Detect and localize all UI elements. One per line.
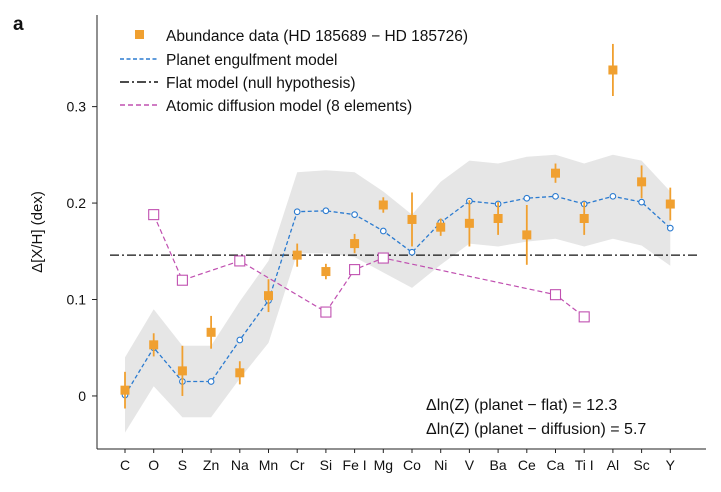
planet-model-point	[236, 336, 244, 344]
legend: Abundance data (HD 185689 − HD 185726) P…	[120, 28, 468, 115]
diffusion-model-point	[320, 306, 332, 318]
planet-model-point	[609, 192, 617, 200]
abundance-data-point	[637, 177, 647, 187]
abundance-data-point	[522, 230, 532, 240]
abundance-data-layer	[120, 43, 675, 409]
planet-model-point	[379, 227, 387, 235]
abundance-data-point	[407, 214, 417, 224]
abundance-data-point	[235, 368, 245, 378]
x-tick-label: Y	[666, 457, 676, 473]
x-tick-label: Na	[231, 457, 249, 473]
legend-label-diffusion: Atomic diffusion model (8 elements)	[166, 98, 412, 115]
x-tick-label: Fe I	[343, 457, 367, 473]
planet-model-band	[125, 154, 671, 433]
axes	[96, 15, 706, 450]
y-tick-label: 0.1	[67, 292, 87, 308]
abundance-data-point	[177, 366, 187, 376]
panel-label: a	[13, 14, 24, 35]
abundance-data-point	[436, 222, 446, 232]
y-ticks: 0 0.1 0.2 0.3	[67, 99, 97, 404]
x-tick-label: Ni	[434, 457, 447, 473]
abundance-data-point	[321, 267, 331, 277]
abundance-data-point	[551, 168, 560, 178]
planet-model-point	[552, 192, 559, 200]
diffusion-model-point	[377, 252, 389, 264]
uncertainty-band-layer	[125, 154, 671, 433]
x-tick-label: V	[465, 457, 475, 473]
abundance-data-point	[350, 239, 360, 249]
abundance-data-point	[579, 213, 589, 223]
abundance-data-point	[608, 65, 618, 75]
planet-model-point	[638, 198, 645, 206]
planet-model-line	[124, 195, 671, 396]
x-tick-label: Al	[607, 457, 619, 473]
y-tick-label: 0.2	[67, 195, 87, 211]
y-tick-label: 0.3	[67, 99, 87, 115]
planet-model-point	[351, 211, 358, 218]
annotation-planet-flat: Δln(Z) (planet − flat) = 12.3	[426, 397, 617, 414]
diffusion-model-point	[234, 255, 246, 267]
abundance-data-point	[264, 291, 273, 301]
x-tick-label: Cr	[290, 457, 305, 473]
diffusion-model-point	[349, 264, 361, 276]
abundance-data-point	[292, 250, 302, 260]
x-tick-label: Ca	[547, 457, 565, 473]
x-tick-label: Ba	[490, 457, 507, 473]
x-tick-label: O	[148, 457, 159, 473]
legend-label-abundance: Abundance data (HD 185689 − HD 185726)	[166, 28, 468, 45]
x-tick-label: Ce	[518, 457, 536, 473]
x-tick-label: Sc	[633, 457, 649, 473]
abundance-data-point	[464, 218, 474, 228]
abundance-data-point	[378, 200, 388, 210]
planet-model-point	[666, 224, 674, 232]
abundance-data-point	[149, 340, 159, 350]
legend-label-planet: Planet engulfment model	[166, 52, 337, 69]
x-tick-label: S	[178, 457, 187, 473]
diffusion-model-point	[148, 209, 160, 221]
diffusion-model-layer	[148, 209, 590, 323]
abundance-data-point	[665, 199, 675, 209]
planet-model-point	[207, 378, 215, 385]
annotation-planet-diffusion: Δln(Z) (planet − diffusion) = 5.7	[426, 421, 646, 438]
abundance-data-point	[206, 327, 216, 337]
x-tick-label: Mn	[259, 457, 278, 473]
planet-model-point	[408, 248, 416, 256]
planet-model-point	[523, 194, 531, 202]
x-ticks: C O S Zn Na Mn Cr Si Fe I Mg Co Ni V Ba Ce Ca Ti I Al Sc Y	[120, 449, 676, 473]
y-tick-label: 0	[78, 388, 86, 404]
diffusion-model-line	[153, 214, 585, 318]
abundance-data-point	[493, 213, 503, 223]
x-tick-label: Mg	[374, 457, 393, 473]
abundance-data-point	[120, 385, 130, 395]
diffusion-model-point	[549, 289, 562, 301]
planet-model-point	[293, 208, 301, 216]
x-tick-label: Zn	[203, 457, 219, 473]
x-tick-label: Co	[403, 457, 421, 473]
legend-label-flat: Flat model (null hypothesis)	[166, 75, 356, 92]
legend-marker-abundance	[135, 30, 144, 39]
x-tick-label: Si	[320, 457, 332, 473]
y-axis-label: Δ[X/H] (dex)	[29, 191, 46, 273]
x-tick-label: C	[120, 457, 130, 473]
diffusion-model-point	[176, 274, 188, 286]
planet-model-point	[322, 207, 330, 215]
x-tick-label: Ti I	[575, 457, 594, 473]
diffusion-model-point	[578, 311, 590, 323]
